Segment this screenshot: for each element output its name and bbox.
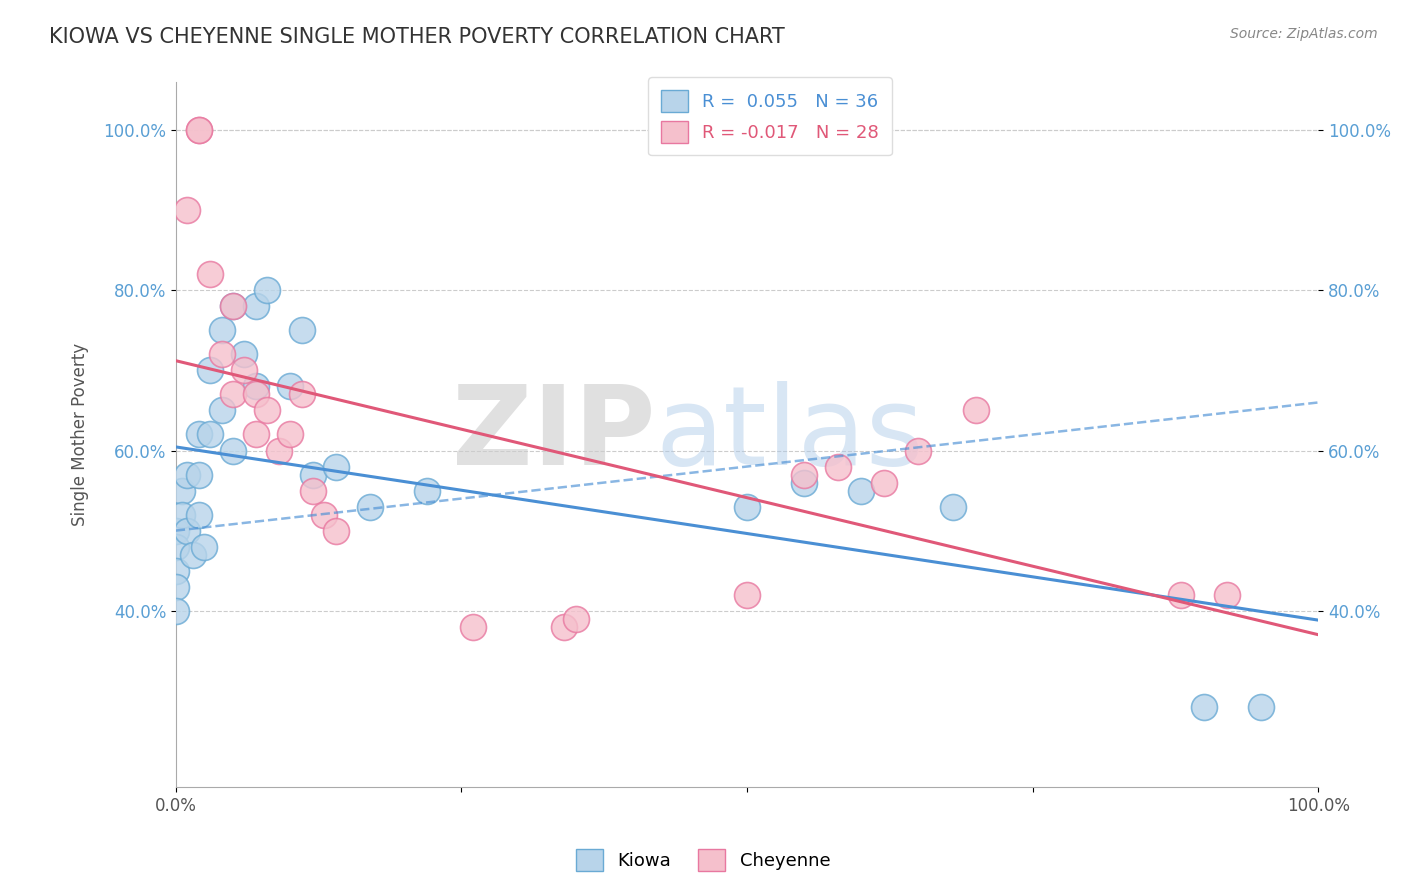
Point bbox=[302, 467, 325, 482]
Point bbox=[256, 284, 278, 298]
Point bbox=[245, 387, 267, 401]
Point bbox=[1170, 588, 1192, 602]
Point bbox=[187, 508, 209, 522]
Point bbox=[222, 387, 245, 401]
Point bbox=[942, 500, 965, 514]
Text: KIOWA VS CHEYENNE SINGLE MOTHER POVERTY CORRELATION CHART: KIOWA VS CHEYENNE SINGLE MOTHER POVERTY … bbox=[49, 27, 785, 46]
Text: Source: ZipAtlas.com: Source: ZipAtlas.com bbox=[1230, 27, 1378, 41]
Point bbox=[187, 467, 209, 482]
Point bbox=[245, 379, 267, 393]
Legend: Kiowa, Cheyenne: Kiowa, Cheyenne bbox=[568, 842, 838, 879]
Point bbox=[170, 508, 193, 522]
Point bbox=[461, 620, 484, 634]
Point bbox=[851, 483, 873, 498]
Point bbox=[245, 427, 267, 442]
Point bbox=[290, 323, 312, 337]
Point bbox=[1216, 588, 1239, 602]
Point bbox=[165, 524, 187, 538]
Point bbox=[193, 540, 215, 554]
Point bbox=[325, 459, 347, 474]
Point bbox=[827, 459, 849, 474]
Point bbox=[187, 427, 209, 442]
Point bbox=[359, 500, 381, 514]
Point bbox=[793, 467, 815, 482]
Point bbox=[735, 500, 758, 514]
Point bbox=[278, 379, 301, 393]
Point bbox=[314, 508, 336, 522]
Point bbox=[278, 427, 301, 442]
Point bbox=[170, 483, 193, 498]
Point bbox=[211, 403, 233, 417]
Point bbox=[416, 483, 439, 498]
Point bbox=[233, 363, 256, 377]
Point bbox=[211, 347, 233, 361]
Point bbox=[222, 443, 245, 458]
Point bbox=[176, 524, 198, 538]
Point bbox=[907, 443, 929, 458]
Point bbox=[198, 363, 221, 377]
Point bbox=[176, 203, 198, 218]
Point bbox=[187, 123, 209, 137]
Point bbox=[165, 540, 187, 554]
Text: atlas: atlas bbox=[655, 381, 924, 488]
Point bbox=[965, 403, 987, 417]
Point bbox=[165, 580, 187, 594]
Point bbox=[267, 443, 290, 458]
Point bbox=[553, 620, 575, 634]
Y-axis label: Single Mother Poverty: Single Mother Poverty bbox=[72, 343, 89, 526]
Point bbox=[187, 123, 209, 137]
Legend: R =  0.055   N = 36, R = -0.017   N = 28: R = 0.055 N = 36, R = -0.017 N = 28 bbox=[648, 77, 891, 155]
Point bbox=[222, 299, 245, 313]
Point bbox=[245, 299, 267, 313]
Point bbox=[165, 604, 187, 618]
Point bbox=[793, 475, 815, 490]
Point bbox=[176, 467, 198, 482]
Point bbox=[325, 524, 347, 538]
Point bbox=[302, 483, 325, 498]
Point bbox=[873, 475, 896, 490]
Point bbox=[222, 299, 245, 313]
Point bbox=[1192, 699, 1215, 714]
Point bbox=[735, 588, 758, 602]
Point bbox=[256, 403, 278, 417]
Point bbox=[165, 564, 187, 578]
Point bbox=[233, 347, 256, 361]
Point bbox=[198, 427, 221, 442]
Point bbox=[211, 323, 233, 337]
Point bbox=[181, 548, 204, 562]
Point bbox=[1250, 699, 1272, 714]
Point bbox=[198, 268, 221, 282]
Point bbox=[564, 612, 586, 626]
Point bbox=[290, 387, 312, 401]
Text: ZIP: ZIP bbox=[453, 381, 655, 488]
